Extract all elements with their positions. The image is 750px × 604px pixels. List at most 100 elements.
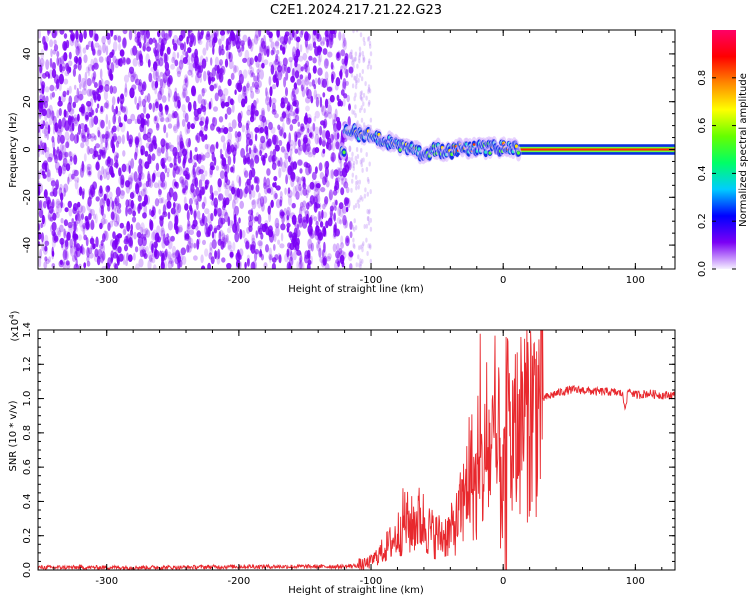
noise-blob xyxy=(204,170,208,177)
noise-blob xyxy=(251,199,257,210)
noise-blob xyxy=(179,176,184,184)
noise-blob xyxy=(358,46,362,52)
noise-blob xyxy=(317,186,321,196)
noise-blob xyxy=(125,206,128,217)
noise-blob xyxy=(110,250,114,261)
noise-blob xyxy=(164,79,170,86)
noise-blob xyxy=(107,257,112,268)
noise-blob xyxy=(237,249,240,258)
noise-blob xyxy=(57,154,62,161)
noise-blob xyxy=(357,184,360,190)
noise-blob xyxy=(129,229,133,236)
noise-blob xyxy=(51,246,54,257)
noise-blob xyxy=(345,80,349,86)
noise-blob xyxy=(81,134,87,143)
noise-blob xyxy=(259,127,265,134)
noise-blob xyxy=(48,198,52,208)
noise-blob xyxy=(304,75,309,82)
noise-blob xyxy=(306,143,311,153)
noise-blob xyxy=(304,254,309,264)
noise-blob xyxy=(50,48,53,58)
noise-blob xyxy=(180,54,185,65)
noise-blob xyxy=(363,108,366,114)
noise-blob xyxy=(296,128,302,139)
noise-blob xyxy=(151,153,156,162)
noise-blob xyxy=(176,121,180,129)
noise-blob xyxy=(176,113,180,123)
noise-blob xyxy=(190,183,195,194)
noise-blob xyxy=(166,46,171,55)
noise-blob xyxy=(319,96,323,108)
noise-blob xyxy=(128,134,134,145)
noise-blob xyxy=(95,143,100,149)
noise-blob xyxy=(163,259,168,269)
noise-blob xyxy=(168,142,172,149)
noise-blob xyxy=(83,153,87,162)
colorbar-tick-label: 0.0 xyxy=(697,261,708,277)
noise-blob xyxy=(317,233,321,245)
noise-blob xyxy=(88,189,94,200)
noise-blob xyxy=(268,76,272,86)
noise-blob xyxy=(339,219,342,225)
noise-blob xyxy=(148,254,153,262)
noise-blob xyxy=(94,248,99,258)
noise-blob xyxy=(50,202,54,212)
noise-blob xyxy=(355,262,358,268)
noise-blob xyxy=(291,118,297,125)
noise-blob xyxy=(140,89,144,96)
noise-blob xyxy=(49,84,55,92)
noise-blob xyxy=(208,76,212,86)
noise-blob xyxy=(59,183,63,191)
noise-blob xyxy=(99,253,105,263)
noise-blob xyxy=(110,211,115,220)
noise-blob xyxy=(43,142,47,153)
noise-blob xyxy=(199,120,204,126)
noise-blob xyxy=(275,199,281,209)
noise-blob xyxy=(99,108,104,115)
noise-blob xyxy=(182,49,186,57)
noise-blob xyxy=(288,167,294,174)
noise-blob xyxy=(118,43,121,52)
noise-blob xyxy=(340,89,345,96)
noise-blob xyxy=(92,243,96,250)
noise-blob xyxy=(149,155,153,164)
noise-blob xyxy=(259,248,262,257)
noise-blob xyxy=(65,262,71,269)
noise-blob xyxy=(63,187,66,197)
noise-blob xyxy=(125,183,131,194)
noise-blob xyxy=(325,58,329,67)
noise-blob xyxy=(61,66,66,72)
noise-blob xyxy=(293,140,296,150)
noise-blob xyxy=(76,177,80,183)
noise-blob xyxy=(358,262,361,268)
noise-blob xyxy=(113,220,119,227)
noise-blob xyxy=(44,146,50,153)
noise-blob xyxy=(214,204,218,215)
noise-blob xyxy=(99,174,103,181)
noise-blob xyxy=(350,187,353,193)
noise-blob xyxy=(211,239,217,250)
noise-blob xyxy=(367,179,370,184)
noise-blob xyxy=(54,161,60,171)
noise-blob xyxy=(161,252,165,262)
noise-blob xyxy=(352,63,355,69)
noise-blob xyxy=(79,218,84,228)
noise-blob xyxy=(140,222,145,234)
noise-blob xyxy=(140,148,144,156)
noise-blob xyxy=(160,38,164,48)
noise-blob xyxy=(320,120,326,126)
noise-blob xyxy=(286,249,290,260)
noise-blob xyxy=(168,30,172,39)
noise-blob xyxy=(270,230,276,238)
noise-blob xyxy=(307,184,312,193)
noise-blob xyxy=(154,80,159,89)
noise-blob xyxy=(222,157,227,167)
noise-blob xyxy=(264,125,269,135)
noise-blob xyxy=(210,123,215,131)
noise-blob xyxy=(329,30,335,35)
noise-blob xyxy=(290,59,293,69)
noise-blob xyxy=(360,162,363,168)
noise-blob xyxy=(325,130,331,140)
noise-blob xyxy=(77,188,81,196)
noise-blob xyxy=(99,205,103,215)
